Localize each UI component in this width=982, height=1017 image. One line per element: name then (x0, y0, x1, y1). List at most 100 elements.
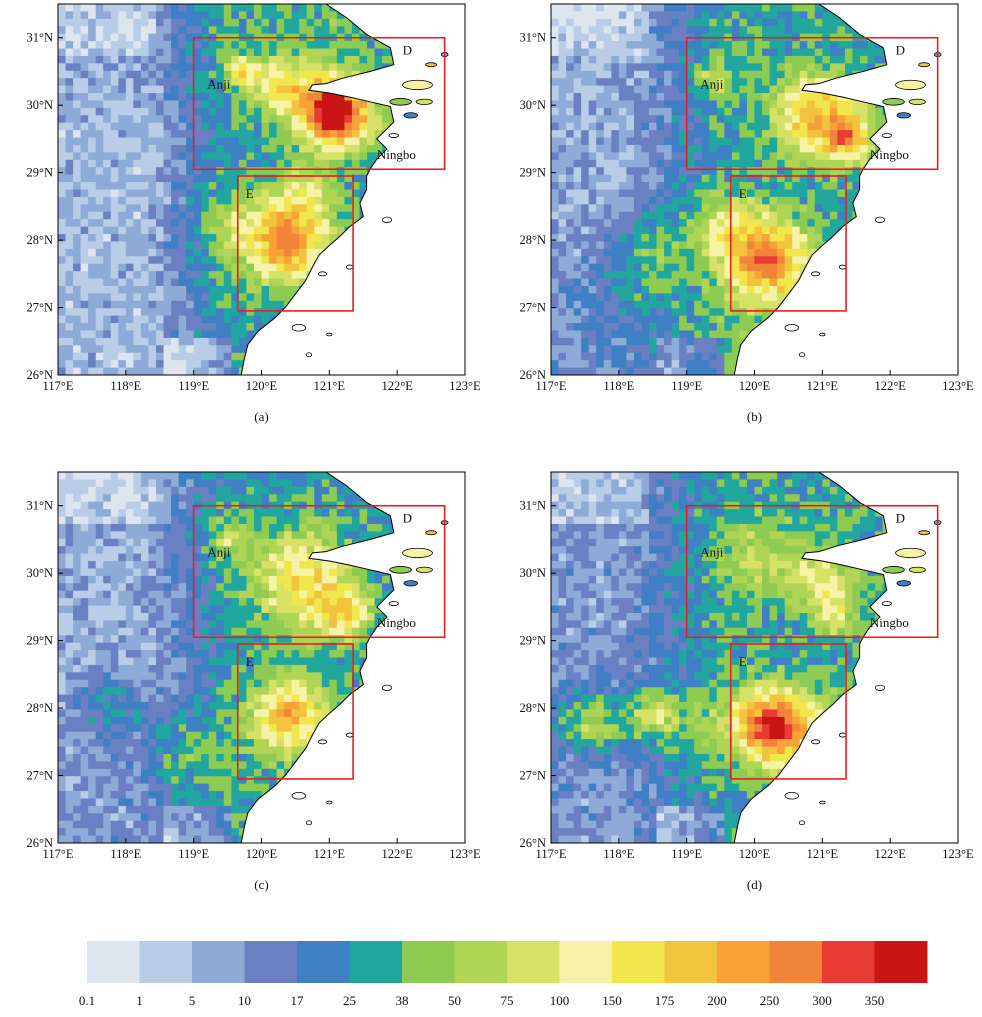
y-tick-label: 31°N (26, 499, 53, 513)
y-tick-label: 28°N (519, 701, 546, 715)
colorbar-swatch (770, 941, 823, 983)
x-tick-label: 118°E (603, 847, 634, 861)
y-tick-label: 27°N (26, 769, 53, 783)
colorbar-label: 25 (343, 993, 356, 1008)
y-tick-label: 27°N (519, 769, 546, 783)
colorbar-swatch (612, 941, 665, 983)
colorbar-label: 300 (812, 993, 832, 1008)
colorbar-swatch (140, 941, 193, 983)
x-tick-label: 122°E (381, 847, 413, 861)
y-tick-label: 29°N (26, 166, 53, 180)
place-label-anji: Anji (700, 76, 724, 91)
x-tick-label: 119°E (671, 847, 702, 861)
x-tick-label: 118°E (110, 379, 141, 393)
region-label-d: D (403, 511, 412, 526)
colorbar-swatch (455, 941, 508, 983)
place-label-ningbo: Ningbo (870, 615, 909, 630)
colorbar-label: 100 (550, 993, 570, 1008)
colorbar-label: 17 (291, 993, 305, 1008)
colorbar-swatch (717, 941, 770, 983)
place-label-anji: Anji (207, 76, 231, 91)
x-tick-label: 120°E (246, 379, 278, 393)
x-tick-label: 118°E (603, 379, 634, 393)
region-label-e: E (246, 654, 254, 669)
region-label-e: E (739, 654, 747, 669)
x-tick-label: 121°E (314, 847, 346, 861)
x-tick-label: 121°E (807, 379, 839, 393)
y-tick-label: 26°N (26, 368, 53, 382)
colorbar-label: 0.1 (79, 993, 95, 1008)
y-tick-label: 29°N (26, 634, 53, 648)
y-tick-label: 29°N (519, 166, 546, 180)
colorbar-swatch (822, 941, 875, 983)
x-tick-label: 123°E (449, 847, 481, 861)
colorbar-label: 150 (602, 993, 622, 1008)
panel-caption: (c) (254, 877, 268, 892)
y-tick-label: 26°N (26, 836, 53, 850)
x-tick-label: 120°E (246, 847, 278, 861)
colorbar-swatch (192, 941, 245, 983)
x-tick-label: 120°E (739, 379, 771, 393)
x-tick-label: 122°E (381, 379, 413, 393)
colorbar-swatch (87, 941, 140, 983)
y-tick-label: 28°N (519, 233, 546, 247)
colorbar-swatch (245, 941, 298, 983)
y-tick-label: 31°N (26, 31, 53, 45)
place-label-anji: Anji (207, 544, 231, 559)
region-label-d: D (896, 511, 905, 526)
panel-caption: (b) (747, 409, 762, 424)
y-tick-label: 28°N (26, 701, 53, 715)
colorbar-swatch (875, 941, 928, 983)
panel-caption: (d) (747, 877, 762, 892)
colorbar-label: 1 (136, 993, 143, 1008)
colorbar-label: 50 (448, 993, 461, 1008)
y-tick-label: 30°N (26, 98, 53, 112)
y-tick-label: 27°N (26, 301, 53, 315)
x-tick-label: 123°E (449, 379, 481, 393)
colorbar-swatch (297, 941, 350, 983)
region-label-e: E (246, 186, 254, 201)
y-tick-label: 29°N (519, 634, 546, 648)
region-label-e: E (739, 186, 747, 201)
panel-caption: (a) (254, 409, 268, 424)
y-tick-label: 27°N (519, 301, 546, 315)
y-tick-label: 26°N (519, 368, 546, 382)
colorbar-swatch (665, 941, 718, 983)
colorbar-swatch (560, 941, 613, 983)
region-label-d: D (896, 43, 905, 58)
place-label-ningbo: Ningbo (377, 147, 416, 162)
y-tick-label: 26°N (519, 836, 546, 850)
colorbar-swatch (507, 941, 560, 983)
x-tick-label: 122°E (874, 379, 906, 393)
colorbar-swatch (402, 941, 455, 983)
x-tick-label: 121°E (807, 847, 839, 861)
x-tick-label: 122°E (874, 847, 906, 861)
y-tick-label: 31°N (519, 31, 546, 45)
x-tick-label: 118°E (110, 847, 141, 861)
place-label-ningbo: Ningbo (377, 615, 416, 630)
colorbar-label: 5 (189, 993, 196, 1008)
place-label-anji: Anji (700, 544, 724, 559)
region-label-d: D (403, 43, 412, 58)
x-tick-label: 119°E (671, 379, 702, 393)
y-tick-label: 28°N (26, 233, 53, 247)
colorbar-label: 75 (501, 993, 514, 1008)
y-tick-label: 30°N (26, 566, 53, 580)
colorbar-label: 175 (655, 993, 675, 1008)
x-tick-label: 119°E (178, 847, 209, 861)
y-tick-label: 31°N (519, 499, 546, 513)
colorbar-label: 250 (760, 993, 780, 1008)
colorbar-label: 200 (707, 993, 727, 1008)
y-tick-label: 30°N (519, 566, 546, 580)
x-tick-label: 123°E (942, 379, 974, 393)
colorbar-label: 38 (396, 993, 409, 1008)
x-tick-label: 123°E (942, 847, 974, 861)
colorbar-label: 10 (238, 993, 251, 1008)
x-tick-label: 119°E (178, 379, 209, 393)
